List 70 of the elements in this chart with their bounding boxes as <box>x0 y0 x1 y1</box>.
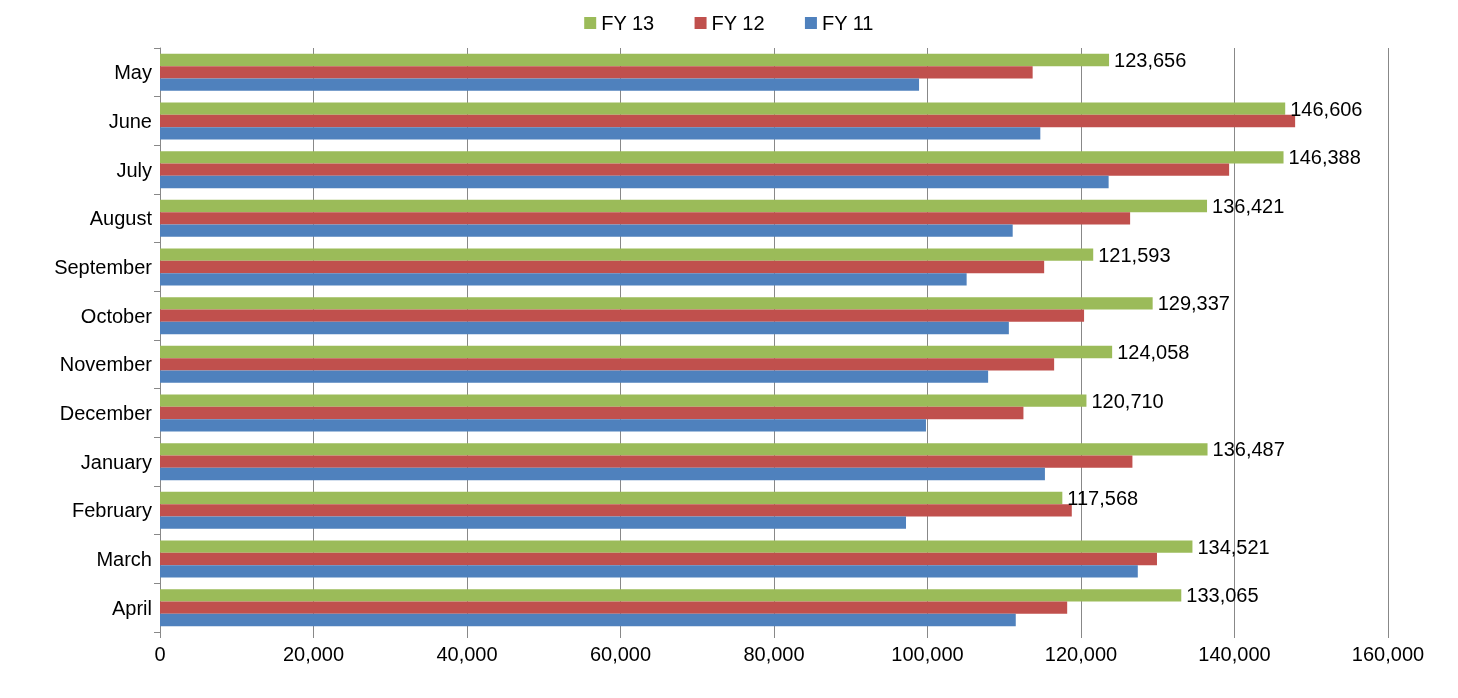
data-label: 129,337 <box>1157 292 1230 315</box>
y-tick-label: July <box>116 158 152 181</box>
data-label: 136,421 <box>1212 195 1285 217</box>
bar <box>160 540 1193 553</box>
bar <box>160 455 1133 468</box>
data-label: 136,487 <box>1212 438 1285 461</box>
y-tick-label: August <box>89 207 153 230</box>
bar <box>160 102 1286 115</box>
x-tick-label: 100,000 <box>891 643 964 665</box>
bar <box>160 406 1024 420</box>
bar <box>160 53 1110 67</box>
bar <box>160 419 926 432</box>
bar <box>160 443 1208 456</box>
bar <box>160 358 1055 371</box>
y-tick-label: June <box>108 110 152 132</box>
bar <box>160 491 1063 505</box>
data-label: 133,065 <box>1186 584 1259 607</box>
data-label: 124,058 <box>1117 341 1190 363</box>
y-tick-label: March <box>96 548 152 570</box>
data-label: 121,593 <box>1098 243 1171 266</box>
x-tick-label: 120,000 <box>1044 643 1118 665</box>
bar <box>160 78 920 91</box>
legend-label: FY 13 <box>601 12 655 34</box>
y-tick-label: October <box>80 304 153 327</box>
bar <box>160 273 967 286</box>
bar <box>160 370 989 383</box>
legend-label: FY 12 <box>711 12 765 34</box>
x-tick-label: 160,000 <box>1351 643 1425 665</box>
bar <box>160 309 1085 322</box>
y-tick-label: November <box>59 353 153 376</box>
bar <box>160 613 1016 627</box>
bar <box>160 199 1208 213</box>
x-tick-label: 60,000 <box>589 643 652 665</box>
bar <box>160 260 1045 274</box>
bar <box>160 321 1009 335</box>
bar <box>160 175 1109 189</box>
bar <box>160 552 1157 566</box>
bar <box>160 565 1138 578</box>
y-tick-label: May <box>114 61 152 84</box>
data-label: 134,521 <box>1197 535 1270 558</box>
y-tick-label: February <box>71 499 152 522</box>
y-tick-label: September <box>54 256 153 278</box>
bar <box>160 394 1087 407</box>
bar <box>160 212 1131 225</box>
bar <box>160 297 1153 310</box>
y-tick-label: April <box>111 596 152 619</box>
bar <box>160 66 1033 79</box>
y-tick-label: December <box>59 402 153 424</box>
x-tick-label: 40,000 <box>436 643 498 665</box>
bar <box>160 224 1013 237</box>
bar <box>160 151 1284 164</box>
bar <box>160 516 907 529</box>
legend-label: FY 11 <box>821 12 874 34</box>
data-label: 146,388 <box>1288 146 1361 169</box>
bar <box>160 163 1230 176</box>
bar <box>160 248 1094 261</box>
x-tick-label: 140,000 <box>1198 643 1271 665</box>
data-label: 120,710 <box>1091 389 1164 412</box>
data-label: 123,656 <box>1114 49 1187 71</box>
bar <box>160 601 1068 614</box>
x-tick-label: 0 <box>154 643 166 665</box>
x-tick-label: 20,000 <box>282 643 345 665</box>
bar <box>160 127 1041 140</box>
data-label: 146,606 <box>1290 97 1363 120</box>
bar <box>160 345 1113 359</box>
bar <box>160 589 1182 602</box>
data-label: 117,568 <box>1067 487 1139 509</box>
x-tick-label: 80,000 <box>743 643 805 665</box>
bar <box>160 467 1045 481</box>
y-tick-label: January <box>80 450 152 473</box>
